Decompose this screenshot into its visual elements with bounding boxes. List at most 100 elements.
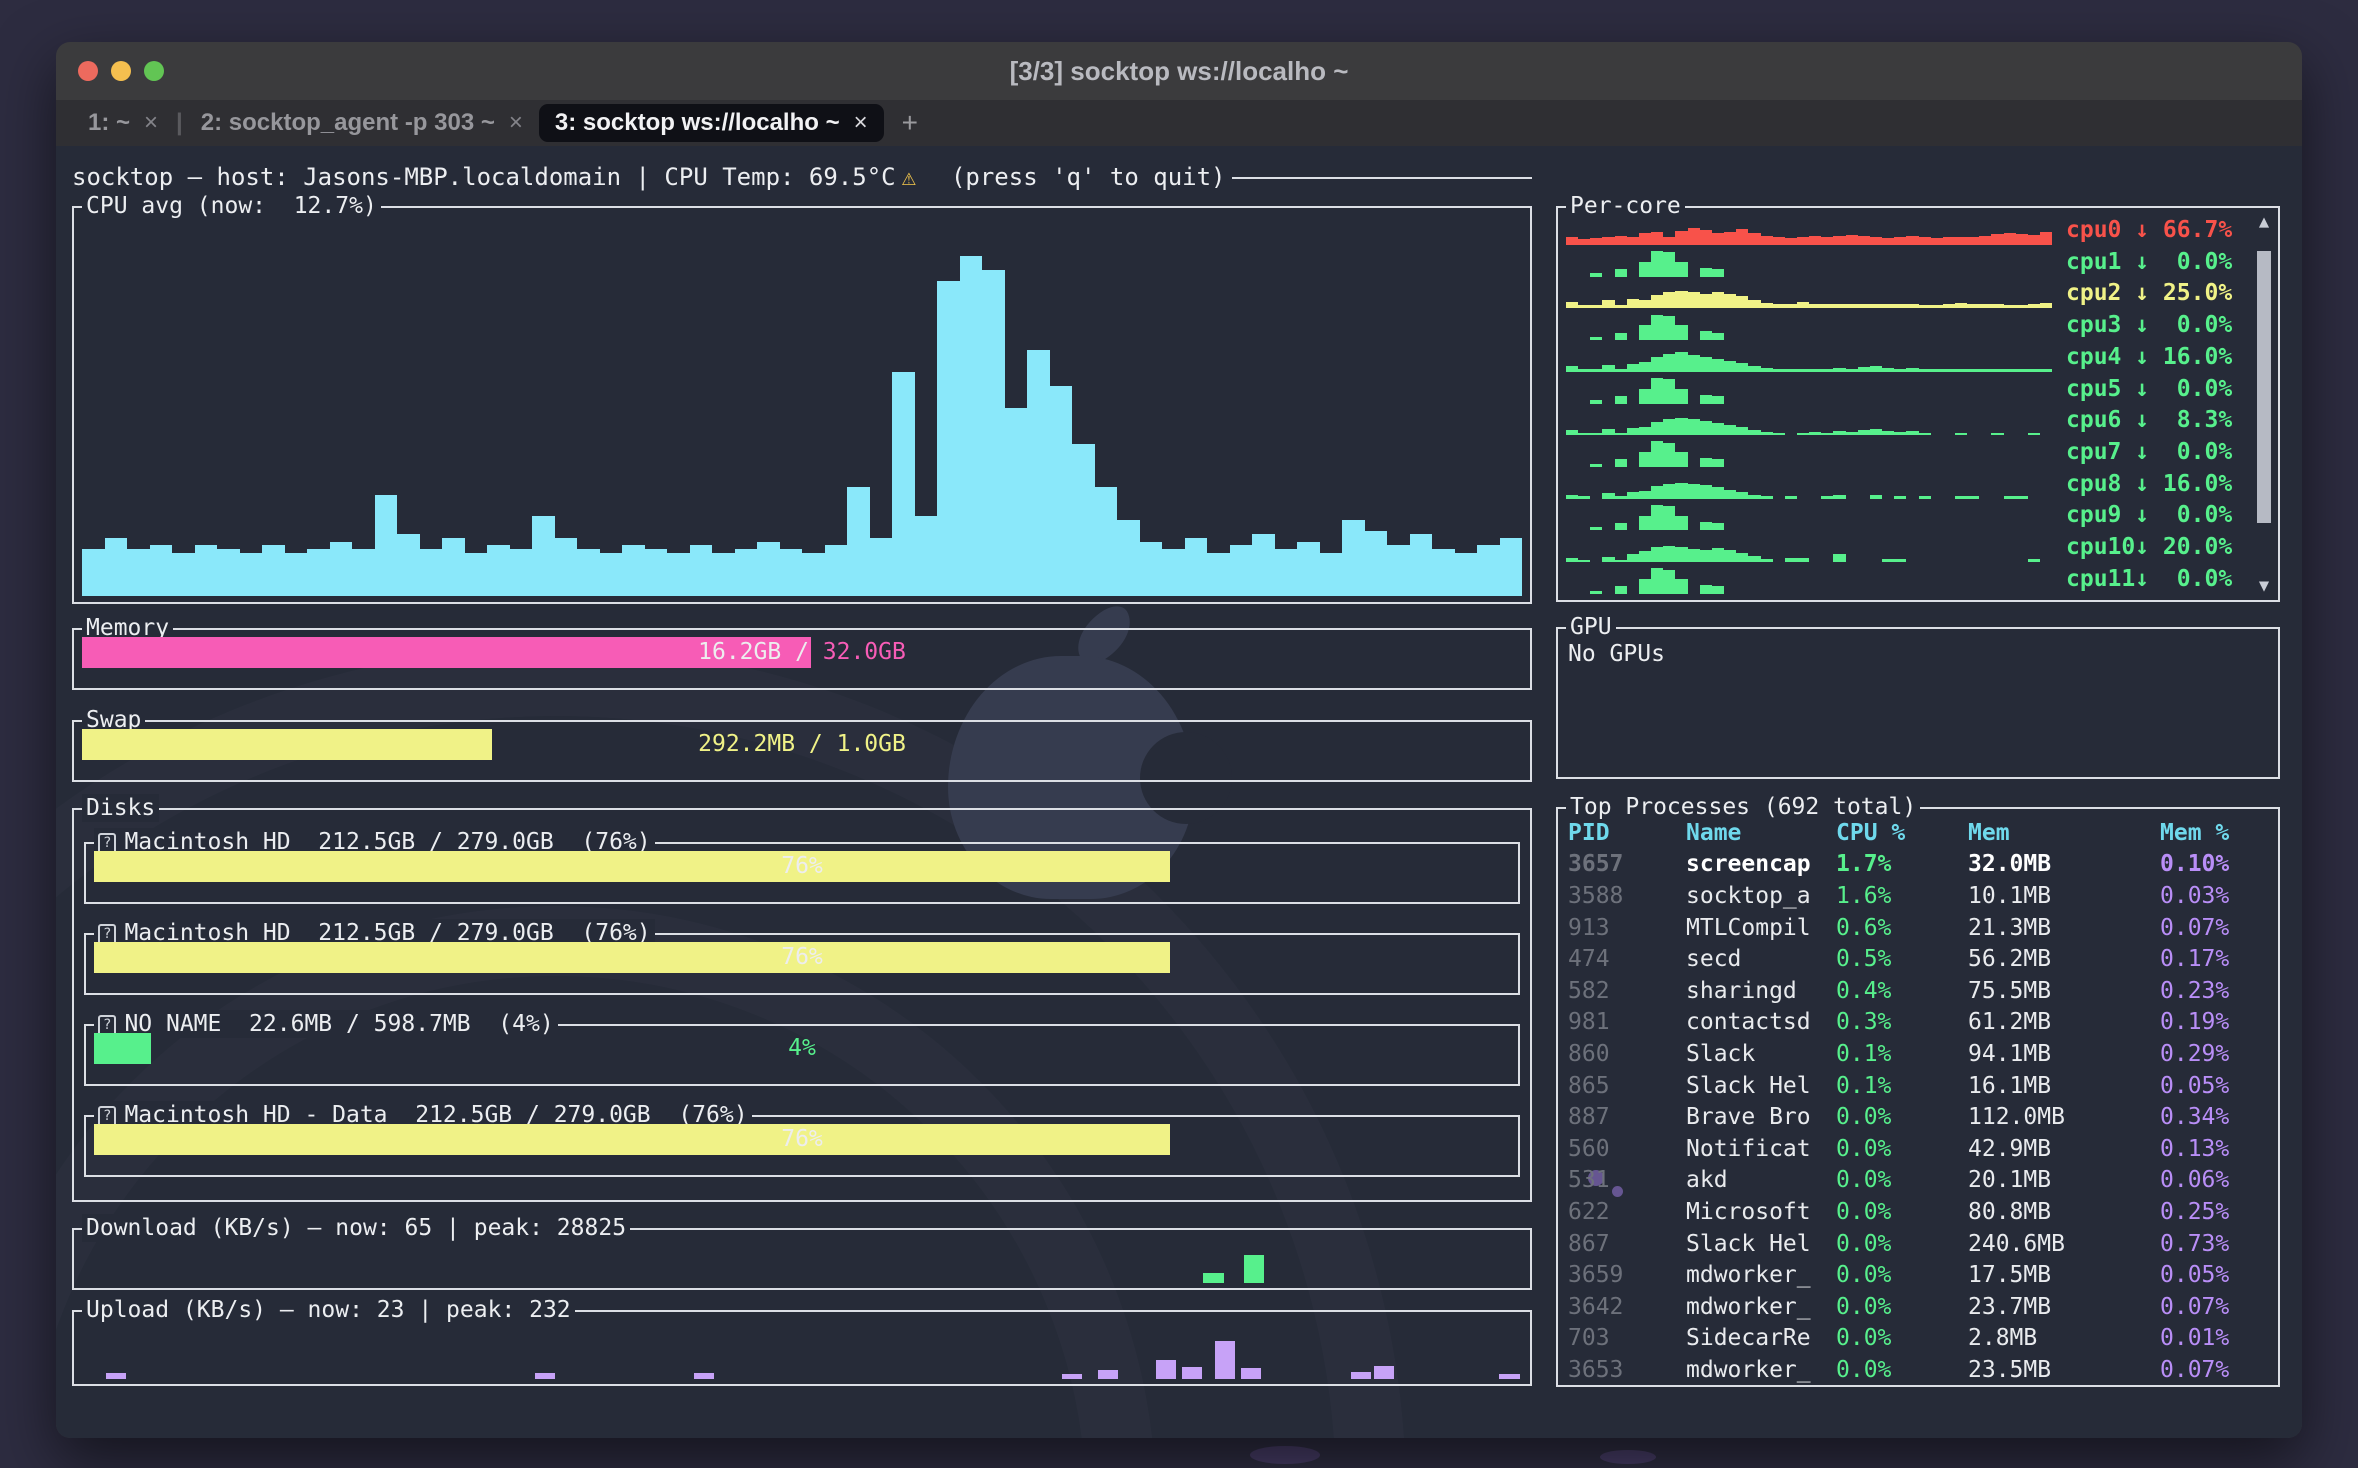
sparkline-bar — [1578, 496, 1591, 499]
sparkline-bar — [1809, 369, 1822, 372]
temp-warning-icon: ⚠ — [901, 163, 917, 191]
disk-title-text: Macintosh HD 212.5GB / 279.0GB (76%) — [124, 920, 651, 946]
process-cell: 3588 — [1568, 882, 1624, 909]
window-titlebar[interactable]: [3/3] socktop ws://localho ~ — [56, 42, 2302, 100]
per-core-sparkline — [1566, 281, 2053, 309]
disks-panel-title: Disks — [82, 794, 160, 822]
tab-2[interactable]: 2: socktop_agent -p 303 ~ × — [185, 104, 539, 142]
process-cell: 0.0% — [1836, 1356, 1892, 1383]
sparkline-bar — [1663, 483, 1676, 499]
sparkline-bar — [1760, 496, 1773, 499]
traffic-lights — [78, 42, 164, 100]
tab-close-icon[interactable]: × — [508, 109, 523, 136]
process-cell: 94.1MB — [1968, 1040, 2052, 1067]
sparkline-bar — [1675, 579, 1688, 594]
sparkline-bar — [1724, 293, 1737, 309]
sparkline-bar — [1894, 496, 1907, 499]
sparkline-bar — [1894, 368, 1907, 372]
new-tab-button[interactable]: + — [901, 107, 918, 138]
sparkline-bar — [1626, 363, 1639, 372]
process-cell: 23.7MB — [1968, 1293, 2052, 1320]
process-column-header: PID — [1568, 819, 1610, 846]
close-window-button[interactable] — [78, 61, 98, 81]
sparkline-bar — [1614, 396, 1627, 404]
sparkline-bar — [1590, 590, 1603, 594]
cpu-history-bar — [1432, 548, 1455, 596]
net-bar — [1350, 1371, 1371, 1379]
sparkline-bar — [1638, 551, 1652, 563]
cpu-history-bar — [419, 548, 442, 596]
sparkline-bar — [1578, 368, 1591, 372]
process-cell: 860 — [1568, 1040, 1610, 1067]
per-core-sparkline — [1566, 535, 2052, 563]
sparkline-bar — [1991, 369, 2004, 372]
sparkline-bar — [1566, 430, 1579, 436]
tab-3[interactable]: 3: socktop ws://localho ~ × — [538, 104, 884, 142]
sparkline-bar — [1833, 494, 1846, 499]
sparkline-bar — [1736, 296, 1749, 309]
process-cell: 240.6MB — [1968, 1230, 2065, 1257]
sparkline-bar — [1796, 368, 1810, 372]
sparkline-bar — [1833, 367, 1846, 372]
sparkline-bar — [1675, 482, 1688, 499]
process-cell: secd — [1686, 946, 1742, 973]
sparkline-bar — [1930, 238, 1943, 245]
tab-1[interactable]: 1: ~ × — [72, 104, 174, 142]
per-core-panel-title: Per-core — [1566, 192, 1685, 220]
sparkline-bar — [1626, 427, 1639, 436]
wallpaper-dot — [1588, 1170, 1604, 1186]
process-cell: Slack — [1686, 1040, 1756, 1067]
per-core-label: cpu11↓ 0.0% — [2066, 565, 2233, 592]
sparkline-bar — [1638, 579, 1652, 594]
gauge-label: 76% — [781, 1126, 823, 1152]
per-core-row: cpu4 ↓ 16.0% — [1566, 343, 2244, 372]
sparkline-bar — [1736, 492, 1749, 499]
net-bar — [1214, 1340, 1236, 1379]
sparkline-bar — [1711, 232, 1725, 245]
cpu-history-bar — [1499, 538, 1522, 596]
sparkline-bar — [1906, 304, 1919, 309]
cpu-history-bar — [892, 371, 915, 596]
sparkline-bar — [1651, 357, 1664, 372]
cpu-history-bar — [1004, 407, 1027, 596]
sparkline-bar — [1578, 305, 1591, 309]
cpu-history-bar — [779, 548, 802, 596]
sparkline-bar — [1724, 361, 1737, 372]
cpu-history-bar — [689, 545, 712, 596]
tab-close-icon[interactable]: × — [853, 109, 868, 136]
process-cell: 21.3MB — [1968, 914, 2052, 941]
per-core-sparkline — [1566, 567, 2052, 594]
scrollbar-thumb[interactable] — [2257, 251, 2271, 523]
sparkline-bar — [1796, 432, 1810, 436]
scrollbar-track[interactable] — [2257, 234, 2271, 574]
process-cell: 0.01% — [2160, 1325, 2230, 1352]
cpu-history-bar — [757, 541, 780, 596]
process-cell: 112.0MB — [1968, 1104, 2065, 1131]
process-column-header: Mem — [1968, 819, 2010, 846]
minimize-window-button[interactable] — [111, 61, 131, 81]
cpu-history-bar — [464, 552, 487, 596]
process-cell: contactsd — [1686, 1009, 1811, 1036]
download-panel: Download (KB/s) — now: 65 | peak: 28825 — [72, 1214, 1532, 1290]
sparkline-bar — [1809, 304, 1822, 309]
cpu-avg-panel-title: CPU avg (now: 12.7%) — [82, 192, 381, 220]
tab-close-icon[interactable]: × — [144, 109, 159, 136]
scroll-down-icon[interactable]: ▼ — [2258, 576, 2270, 596]
sparkline-bar — [1663, 442, 1676, 468]
sparkline-bar — [1724, 425, 1737, 436]
process-cell: 981 — [1568, 1009, 1610, 1036]
process-cell: 0.25% — [2160, 1198, 2230, 1225]
cpu-history-bar — [937, 281, 960, 596]
sparkline-bar — [2027, 558, 2041, 563]
cpu-history-bar — [914, 516, 937, 596]
sparkline-bar — [1602, 365, 1615, 372]
sparkline-bar — [1626, 299, 1639, 309]
net-bar — [1373, 1365, 1395, 1379]
sparkline-bar — [1869, 236, 1883, 245]
zoom-window-button[interactable] — [144, 61, 164, 81]
per-core-scrollbar[interactable]: ▲ ▼ — [2253, 212, 2275, 596]
scroll-up-icon[interactable]: ▲ — [2258, 212, 2270, 232]
quit-hint-text: (press 'q' to quit) — [922, 163, 1226, 191]
sparkline-bar — [1614, 496, 1627, 499]
sparkline-bar — [1711, 586, 1725, 594]
